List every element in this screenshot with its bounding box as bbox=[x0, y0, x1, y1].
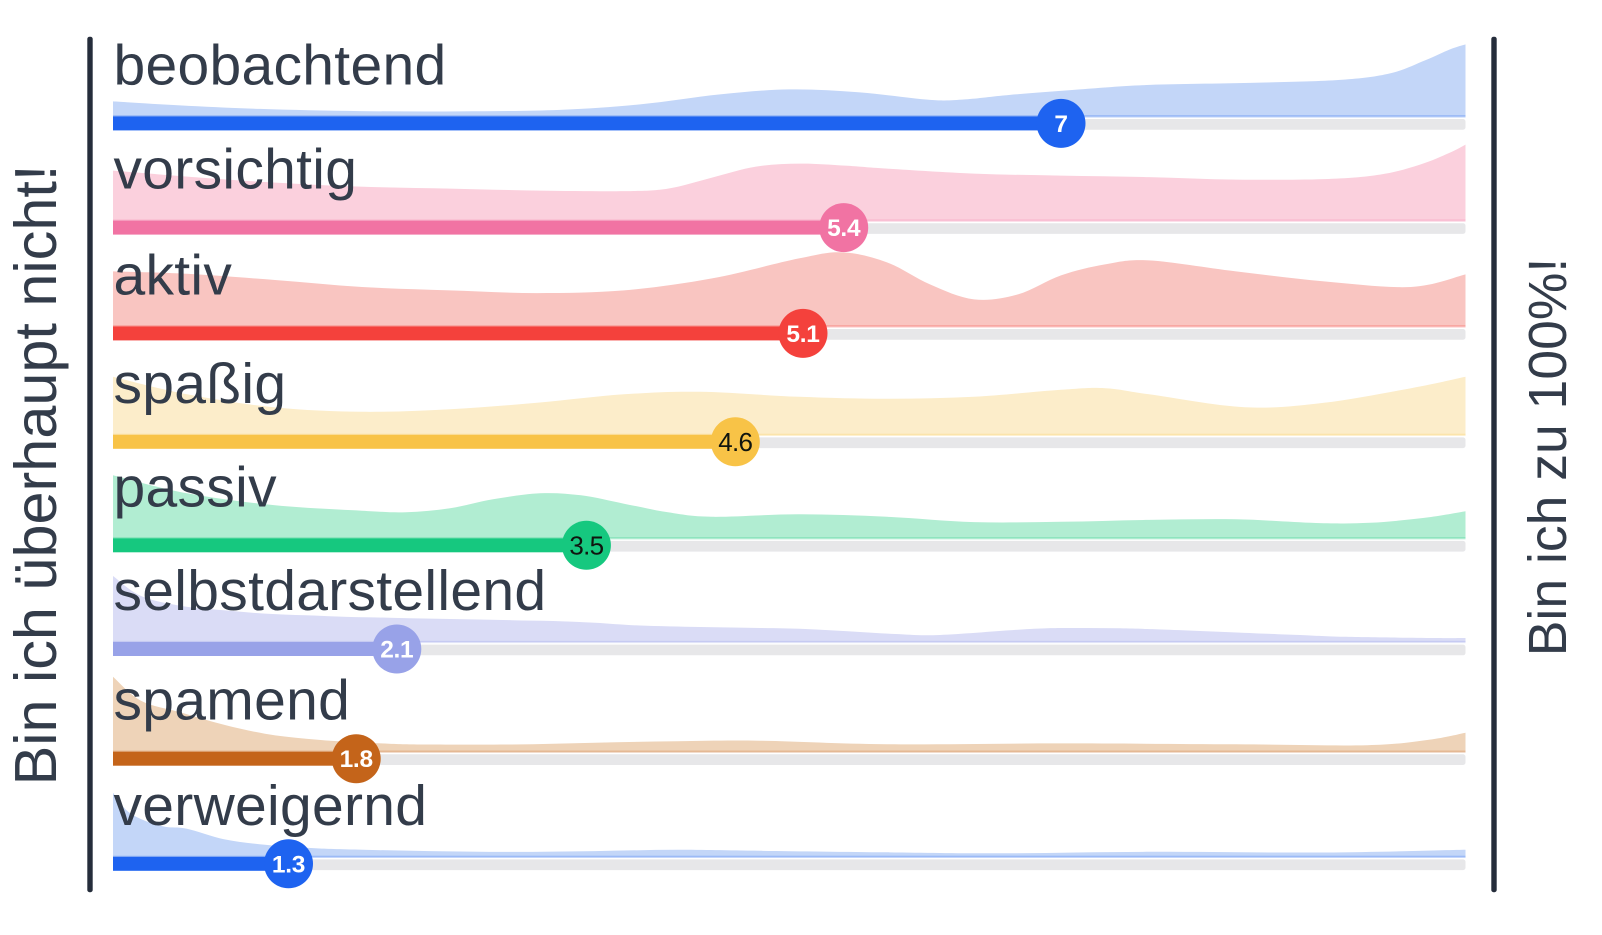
svg-text:beobachtend: beobachtend bbox=[114, 33, 447, 97]
svg-text:spaßig: spaßig bbox=[114, 352, 287, 416]
svg-text:7: 7 bbox=[1054, 111, 1067, 138]
svg-text:verweigernd: verweigernd bbox=[114, 774, 428, 838]
svg-text:passiv: passiv bbox=[114, 455, 278, 519]
svg-text:1.8: 1.8 bbox=[340, 746, 373, 773]
svg-text:5.1: 5.1 bbox=[786, 321, 819, 348]
svg-text:selbstdarstellend: selbstdarstellend bbox=[114, 559, 547, 623]
svg-text:1.3: 1.3 bbox=[272, 851, 305, 878]
svg-text:aktiv: aktiv bbox=[114, 243, 233, 307]
svg-text:vorsichtig: vorsichtig bbox=[114, 138, 358, 202]
svg-text:3.5: 3.5 bbox=[569, 530, 603, 560]
svg-text:spamend: spamend bbox=[114, 669, 351, 733]
svg-text:Bin ich zu 100%!: Bin ich zu 100%! bbox=[1519, 258, 1578, 657]
svg-text:2.1: 2.1 bbox=[380, 637, 413, 664]
svg-text:4.6: 4.6 bbox=[718, 427, 752, 457]
svg-text:Bin ich überhaupt nicht!: Bin ich überhaupt nicht! bbox=[2, 165, 69, 786]
svg-text:5.4: 5.4 bbox=[827, 215, 861, 242]
